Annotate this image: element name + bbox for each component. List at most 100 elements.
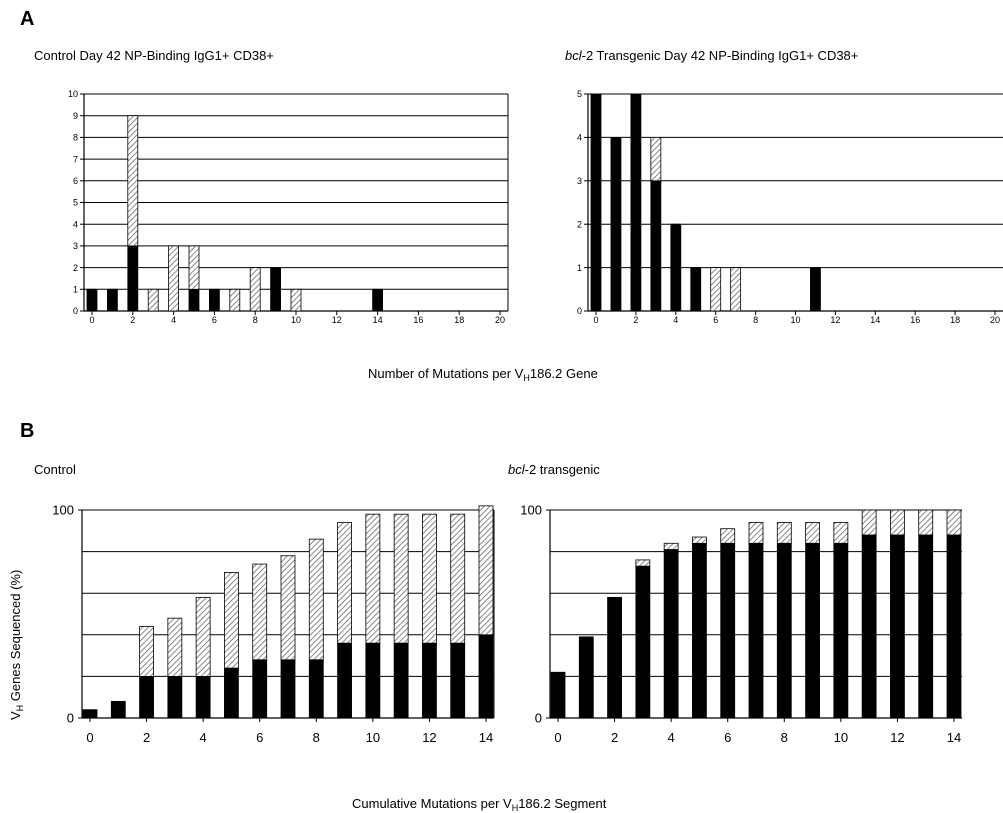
bar-solid bbox=[86, 288, 98, 312]
bar-solid bbox=[110, 700, 126, 719]
caption-pre: Number of Mutations per V bbox=[368, 366, 524, 381]
x-tick-label: 2 bbox=[130, 315, 135, 325]
x-tick-label: 8 bbox=[253, 315, 258, 325]
bar-solid bbox=[861, 534, 877, 719]
bar-solid bbox=[692, 542, 707, 719]
y-tick-label: 0 bbox=[73, 306, 78, 316]
x-tick-label: 2 bbox=[143, 730, 150, 745]
bar-hatched bbox=[776, 522, 792, 544]
bar-hatched bbox=[249, 267, 261, 312]
x-tick-label: 14 bbox=[479, 730, 493, 745]
bar-hatched bbox=[918, 509, 934, 536]
bar-hatched bbox=[663, 542, 679, 550]
x-tick-label: 18 bbox=[950, 315, 960, 325]
y-tick-label: 4 bbox=[577, 133, 582, 143]
bar-hatched bbox=[861, 509, 877, 536]
bar-hatched bbox=[710, 267, 722, 312]
bar-hatched bbox=[720, 528, 736, 544]
chart-title-b-right: bcl-2 transgenic bbox=[508, 462, 600, 477]
bar-solid bbox=[578, 636, 594, 719]
x-tick-label: 0 bbox=[554, 730, 561, 745]
bar-solid bbox=[550, 671, 566, 719]
bar-solid bbox=[590, 93, 602, 312]
bar-solid bbox=[372, 288, 384, 312]
bar-hatched bbox=[139, 626, 154, 677]
x-tick-label: 4 bbox=[171, 315, 176, 325]
bar-solid bbox=[107, 288, 118, 312]
x-tick-label: 14 bbox=[947, 730, 961, 745]
y-tick-label: 3 bbox=[577, 176, 582, 186]
bar-solid bbox=[918, 534, 934, 719]
chart-title-a-left: Control Day 42 NP-Binding IgG1+ CD38+ bbox=[34, 48, 274, 63]
title-rest: -2 transgenic bbox=[524, 462, 600, 477]
bar-solid bbox=[833, 542, 849, 719]
bar-solid bbox=[208, 288, 220, 312]
bar-hatched bbox=[280, 555, 296, 661]
x-tick-label: 6 bbox=[724, 730, 731, 745]
bar-hatched bbox=[229, 288, 241, 312]
y-tick-label: 3 bbox=[73, 241, 78, 251]
title-rest: -2 Transgenic Day 42 NP-Binding IgG1+ CD… bbox=[581, 48, 859, 63]
x-tick-label: 10 bbox=[366, 730, 380, 745]
bar-hatched bbox=[890, 509, 905, 536]
y-tick-label: 10 bbox=[68, 89, 78, 99]
caption-sub: H bbox=[511, 803, 519, 813]
caption-post: 186.2 Segment bbox=[518, 796, 607, 811]
y-tick-label: 5 bbox=[577, 89, 582, 99]
bar-hatched bbox=[635, 559, 651, 567]
bar-solid bbox=[776, 542, 792, 719]
x-tick-label: 10 bbox=[834, 730, 848, 745]
y-tick-label: 4 bbox=[73, 219, 78, 229]
x-tick-label: 0 bbox=[86, 730, 93, 745]
x-tick-label: 6 bbox=[713, 315, 718, 325]
x-tick-label: 8 bbox=[781, 730, 788, 745]
bar-solid bbox=[270, 267, 282, 312]
caption-pre: Cumulative Mutations per V bbox=[352, 796, 512, 811]
x-tick-label: 2 bbox=[633, 315, 638, 325]
bar-hatched bbox=[650, 136, 662, 182]
chart-title-b-left: Control bbox=[34, 462, 76, 477]
x-tick-label: 20 bbox=[495, 315, 505, 325]
bar-solid bbox=[748, 542, 764, 719]
bar-hatched bbox=[188, 245, 200, 290]
x-tick-label: 12 bbox=[830, 315, 840, 325]
y-tick-label: 7 bbox=[73, 154, 78, 164]
bar-hatched bbox=[195, 596, 211, 677]
bar-hatched bbox=[224, 572, 239, 669]
bar-solid bbox=[450, 642, 466, 719]
x-axis-caption-a: Number of Mutations per VH186.2 Gene bbox=[368, 366, 598, 383]
bar-solid bbox=[280, 659, 296, 719]
bar-hatched bbox=[730, 267, 742, 312]
y-tick-label: 8 bbox=[73, 133, 78, 143]
y-tick-label: 0 bbox=[577, 306, 582, 316]
x-tick-label: 6 bbox=[212, 315, 217, 325]
x-tick-label: 10 bbox=[291, 315, 301, 325]
y-tick-label: 100 bbox=[520, 503, 542, 518]
bar-hatched bbox=[290, 288, 302, 312]
bar-solid bbox=[188, 288, 200, 312]
bar-solid bbox=[630, 93, 642, 312]
bar-solid bbox=[422, 642, 437, 719]
bar-solid bbox=[663, 549, 679, 719]
y-tick-label: 9 bbox=[73, 111, 78, 121]
caption-post: 186.2 Gene bbox=[529, 366, 598, 381]
panel-label-b: B bbox=[20, 420, 35, 442]
bar-hatched bbox=[422, 513, 437, 644]
x-tick-label: 4 bbox=[200, 730, 207, 745]
x-tick-label: 12 bbox=[422, 730, 436, 745]
bar-hatched bbox=[450, 513, 466, 644]
y-tick-label: 1 bbox=[577, 263, 582, 273]
panel-label-a: A bbox=[20, 8, 35, 30]
bar-hatched bbox=[946, 509, 962, 536]
bar-solid bbox=[946, 534, 962, 719]
bar-solid bbox=[635, 565, 651, 719]
bar-solid bbox=[805, 542, 820, 719]
x-tick-label: 20 bbox=[990, 315, 1000, 325]
bar-hatched bbox=[127, 115, 139, 247]
gene-name-italic: bcl bbox=[565, 48, 582, 63]
x-tick-label: 2 bbox=[611, 730, 618, 745]
chart-b-left: 0 100 0 2 4 6 8 10 12 14 bbox=[52, 503, 495, 745]
